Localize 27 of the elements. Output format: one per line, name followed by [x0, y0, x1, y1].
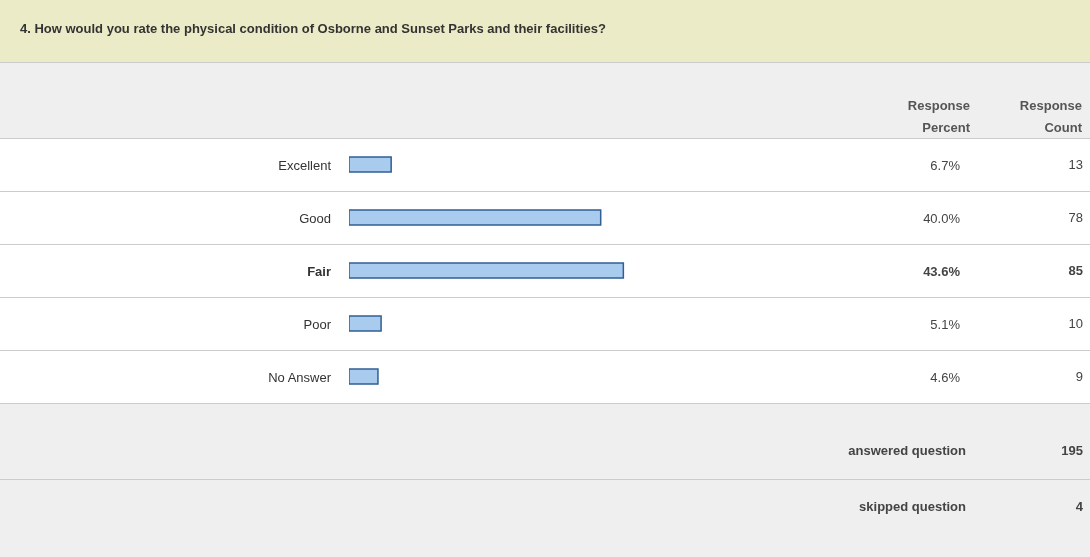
- text: Response Percent: [906, 97, 970, 137]
- chart-title: 4. How would you rate the physical condition of Osborne and Sunset Parks and their facilities?: [20, 21, 606, 36]
- y-tick-label: Excellent: [278, 157, 332, 173]
- bar: [349, 156, 392, 173]
- text: 9: [1074, 368, 1083, 386]
- bar: [349, 262, 625, 279]
- text: answered question: [847, 442, 966, 460]
- text: skipped question: [858, 498, 966, 516]
- y-tick-label: Good: [299, 210, 331, 226]
- bar: [349, 315, 382, 332]
- bar: [349, 209, 602, 226]
- text: 85: [1067, 262, 1083, 280]
- data-label: 43.6%: [923, 263, 961, 279]
- y-tick-label: Poor: [303, 316, 332, 332]
- data-label: 40.0%: [923, 210, 961, 226]
- y-tick-label: Fair: [307, 263, 331, 279]
- text: 13: [1067, 156, 1083, 174]
- data-label: 4.6%: [930, 369, 961, 385]
- data-label: 6.7%: [930, 157, 961, 173]
- text: 10: [1067, 315, 1083, 333]
- bar: [349, 368, 379, 385]
- data-label: 5.1%: [930, 316, 961, 332]
- text: 4: [1074, 498, 1083, 516]
- text: 78: [1067, 209, 1083, 227]
- text: 195: [1060, 442, 1083, 460]
- text: Response Count: [1018, 97, 1082, 137]
- y-tick-label: No Answer: [268, 369, 332, 385]
